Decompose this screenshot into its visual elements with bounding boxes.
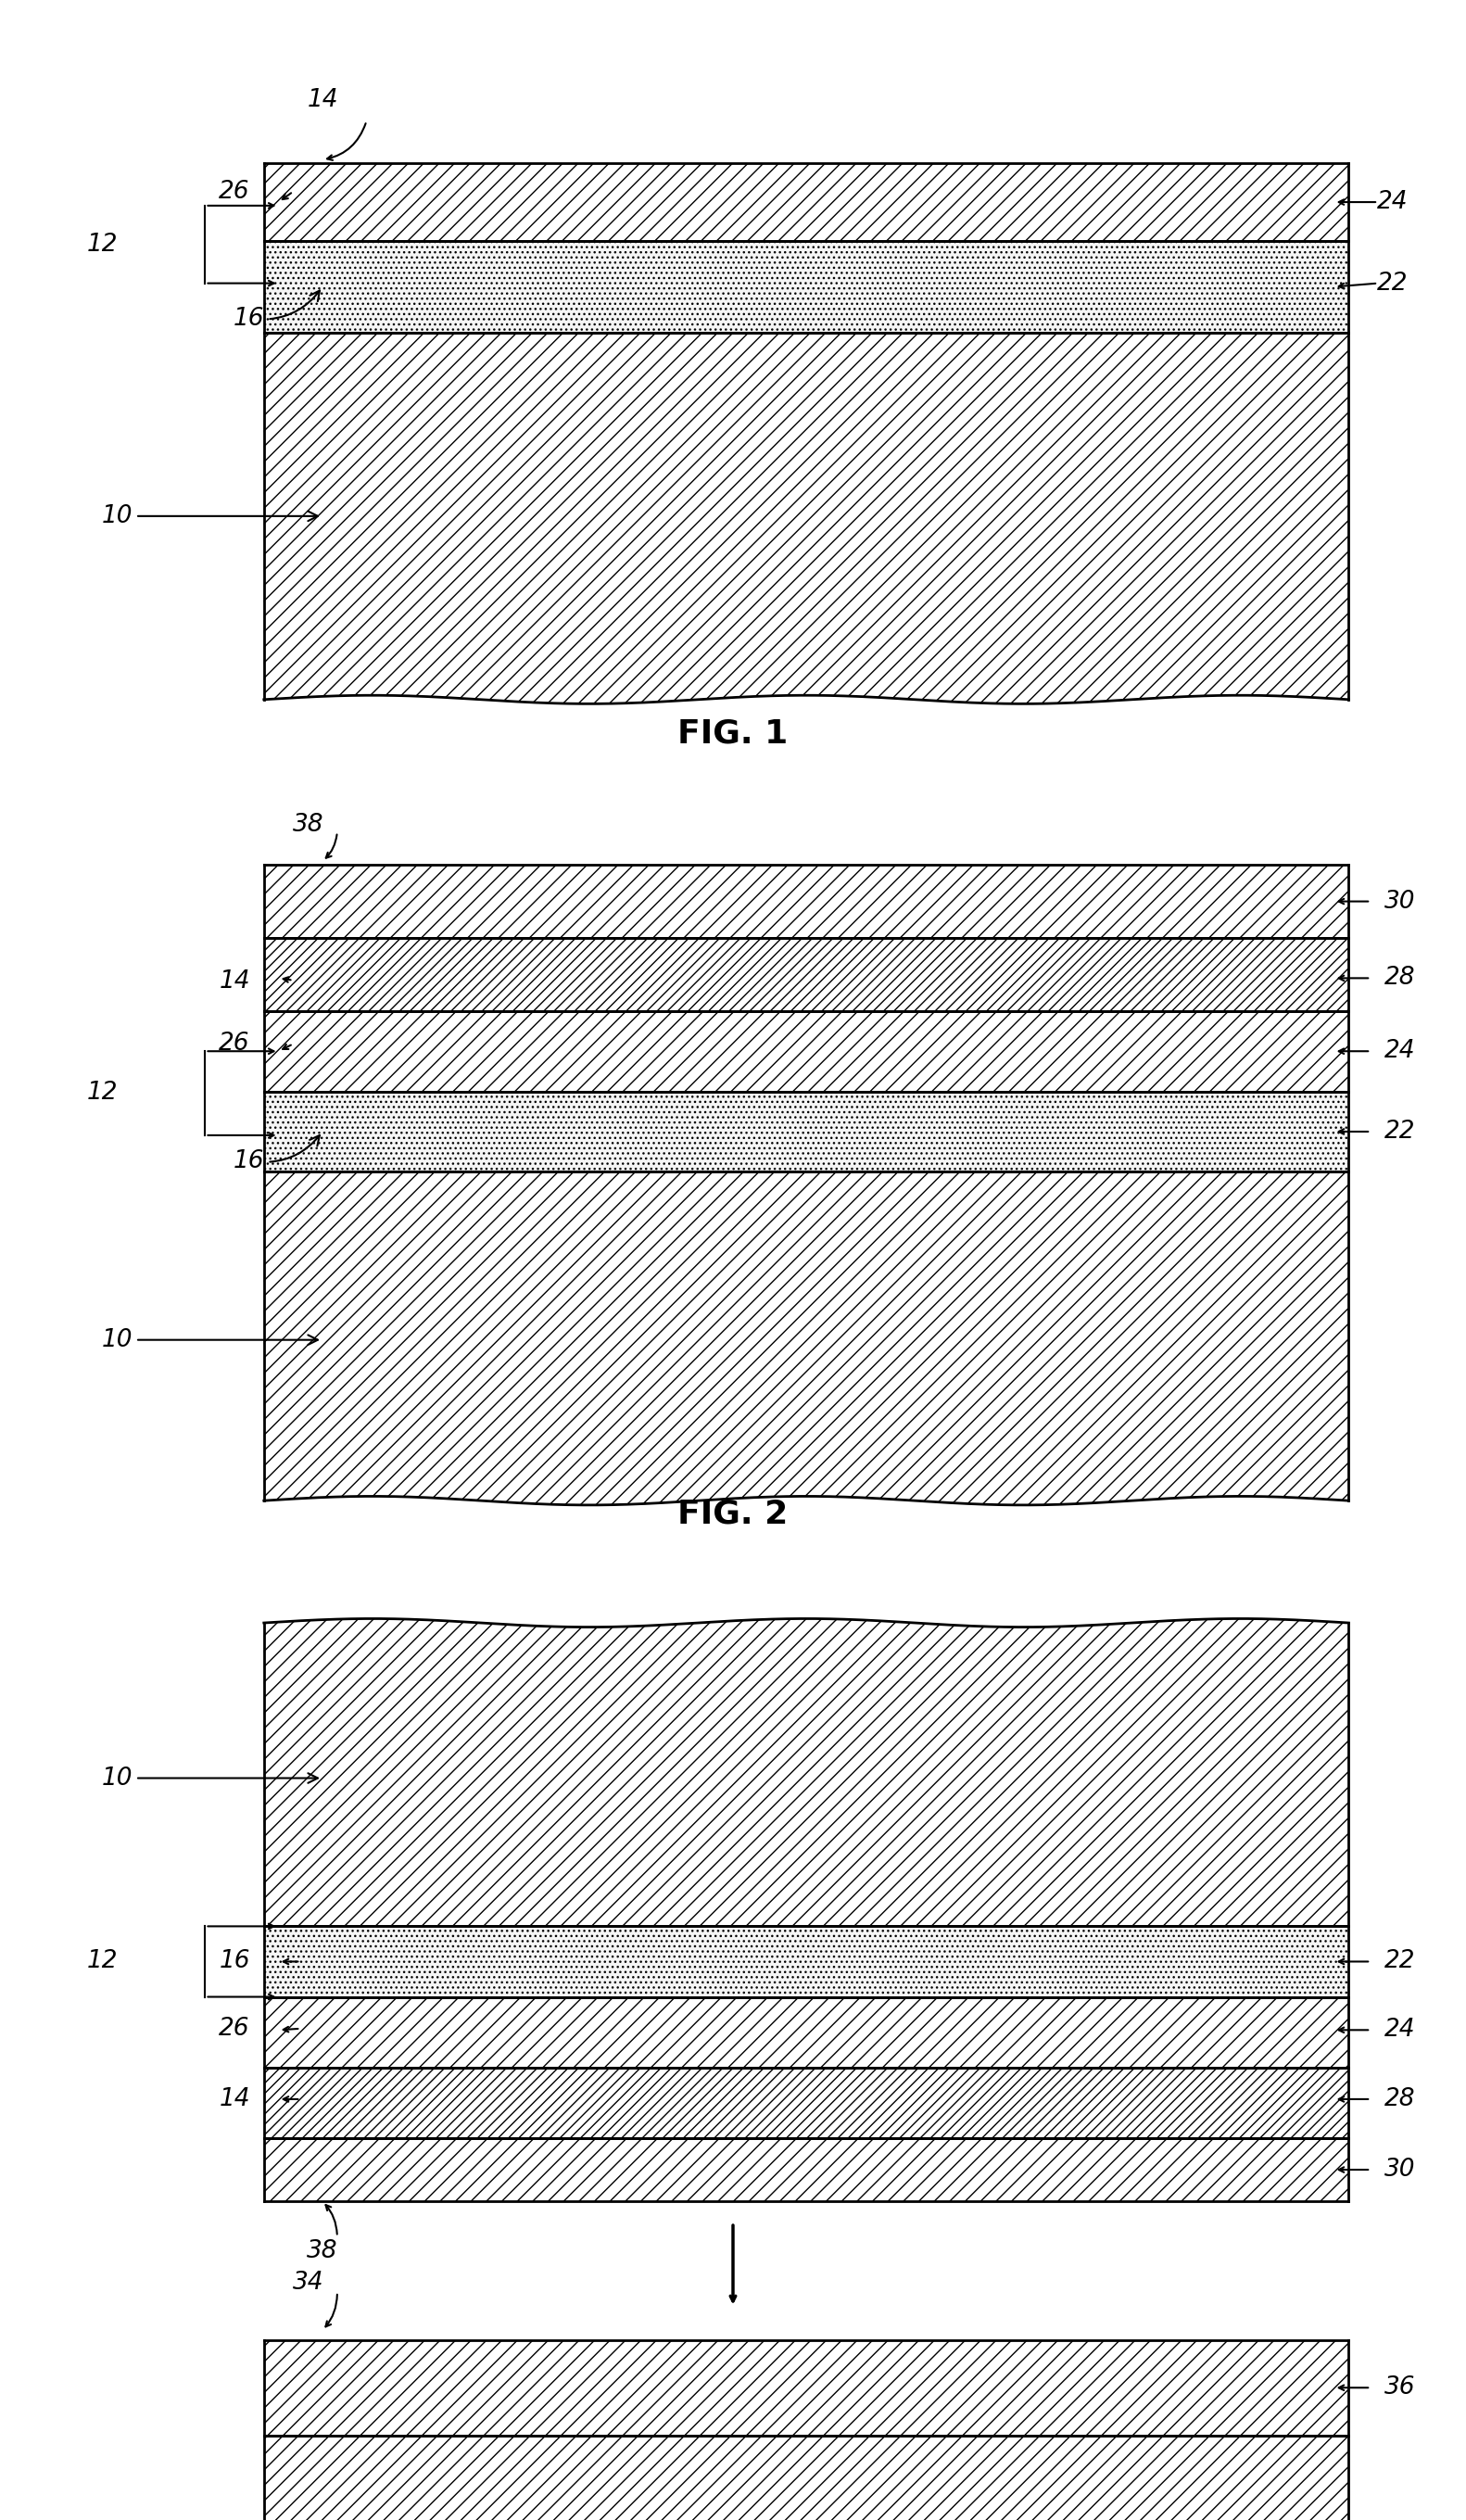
Text: 22: 22 <box>1377 272 1409 295</box>
Text: 28: 28 <box>1384 965 1416 990</box>
Text: 16: 16 <box>218 1950 251 1973</box>
Text: FIG. 2: FIG. 2 <box>677 1499 789 1530</box>
Text: 26: 26 <box>218 1031 251 1056</box>
Text: 12: 12 <box>86 232 119 257</box>
Text: 14: 14 <box>306 88 339 111</box>
Text: 26: 26 <box>218 2016 251 2041</box>
Text: 22: 22 <box>1384 1950 1416 1973</box>
Text: 10: 10 <box>101 1328 318 1351</box>
Text: 26: 26 <box>218 179 251 204</box>
Text: 12: 12 <box>86 1950 119 1973</box>
Text: 30: 30 <box>1384 890 1416 912</box>
Text: 14: 14 <box>218 970 251 993</box>
Text: 30: 30 <box>1384 2157 1416 2182</box>
Text: 12: 12 <box>86 1081 119 1104</box>
Text: 34: 34 <box>292 2271 324 2293</box>
Text: 10: 10 <box>101 504 318 529</box>
Text: 24: 24 <box>1377 189 1409 214</box>
Text: 36: 36 <box>1384 2376 1416 2399</box>
Text: 38: 38 <box>306 2238 339 2263</box>
Text: 24: 24 <box>1384 1038 1416 1063</box>
Text: 28: 28 <box>1384 2087 1416 2112</box>
Text: 16: 16 <box>233 290 320 330</box>
Text: 22: 22 <box>1384 1119 1416 1144</box>
Text: 16: 16 <box>233 1137 320 1172</box>
Text: 14: 14 <box>218 2087 251 2112</box>
Text: 10: 10 <box>101 1767 318 1789</box>
Text: 24: 24 <box>1384 2019 1416 2041</box>
Text: 38: 38 <box>292 811 324 837</box>
Text: FIG. 1: FIG. 1 <box>677 718 789 748</box>
